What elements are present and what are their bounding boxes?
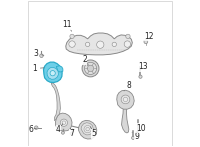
Circle shape [136,131,139,135]
Text: 11: 11 [62,20,72,31]
Circle shape [121,95,130,104]
Circle shape [112,42,116,47]
Circle shape [70,132,73,135]
Text: 10: 10 [137,124,146,133]
Circle shape [84,62,97,75]
Circle shape [123,97,128,102]
Circle shape [61,131,64,134]
Circle shape [60,119,68,126]
Circle shape [40,54,43,57]
Text: 2: 2 [82,55,88,66]
Text: 7: 7 [69,128,74,138]
Text: 8: 8 [124,81,131,91]
Circle shape [86,127,89,131]
Text: 1: 1 [32,64,44,73]
Polygon shape [81,123,93,135]
Polygon shape [44,62,62,82]
Circle shape [70,34,74,39]
Circle shape [69,41,75,47]
Polygon shape [56,66,63,72]
Circle shape [62,121,66,125]
Text: 12: 12 [144,32,154,41]
Circle shape [126,34,130,39]
Polygon shape [56,113,72,131]
Polygon shape [51,83,60,121]
Circle shape [97,41,104,48]
Circle shape [50,71,55,76]
Text: 6: 6 [29,125,37,134]
Circle shape [139,75,142,78]
Polygon shape [78,120,97,139]
Circle shape [124,41,131,47]
Circle shape [84,126,91,133]
Polygon shape [66,33,132,55]
Circle shape [144,40,148,44]
Text: 4: 4 [56,124,63,134]
Text: 5: 5 [91,127,96,138]
Polygon shape [117,90,134,109]
Polygon shape [47,67,59,79]
Text: 13: 13 [138,62,148,71]
Circle shape [87,65,94,72]
Circle shape [34,126,38,129]
Text: 9: 9 [132,132,140,141]
Text: 3: 3 [34,49,44,58]
Circle shape [132,136,135,140]
Polygon shape [122,105,129,133]
Circle shape [82,60,99,77]
Circle shape [85,42,90,47]
